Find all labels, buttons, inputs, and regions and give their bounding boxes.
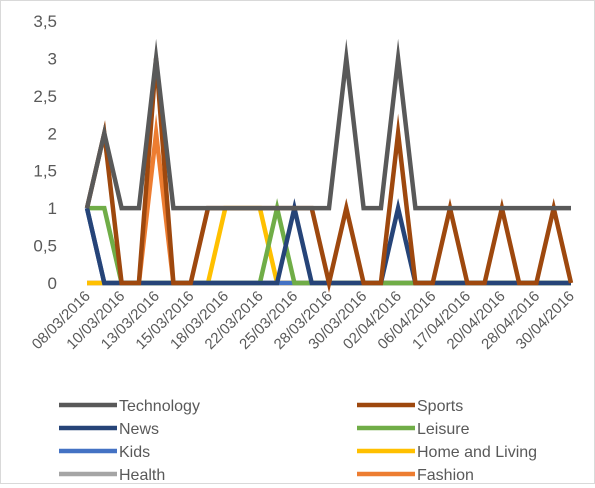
y-tick-label: 3 — [48, 49, 57, 68]
y-tick-label: 0 — [48, 274, 57, 293]
legend-label-fashion: Fashion — [417, 467, 474, 483]
y-axis: 0 0,5 1 1,5 2 2,5 3 3,5 — [33, 12, 57, 293]
y-tick-label: 2,5 — [33, 87, 57, 106]
y-tick-label: 3,5 — [33, 12, 57, 31]
legend-label-leisure: Leisure — [417, 421, 470, 438]
y-tick-label: 1 — [48, 199, 57, 218]
y-tick-label: 2 — [48, 124, 57, 143]
legend-label-sports: Sports — [417, 398, 463, 415]
x-axis: 08/03/201610/03/201613/03/201615/03/2016… — [29, 288, 578, 353]
y-tick-label: 1,5 — [33, 162, 57, 181]
legend-label-home-and-living: Home and Living — [417, 444, 537, 461]
series-line-sports — [84, 58, 574, 293]
legend-label-kids: Kids — [119, 444, 150, 461]
legend-label-technology: Technology — [119, 398, 200, 415]
series-line-technology — [84, 38, 571, 211]
series-layer — [84, 38, 574, 293]
legend-label-news: News — [119, 421, 159, 438]
legend-label-health: Health — [119, 467, 165, 483]
y-tick-label: 0,5 — [33, 237, 57, 256]
legend: Technology Sports News Leisure Kids Home and … — [59, 398, 537, 484]
